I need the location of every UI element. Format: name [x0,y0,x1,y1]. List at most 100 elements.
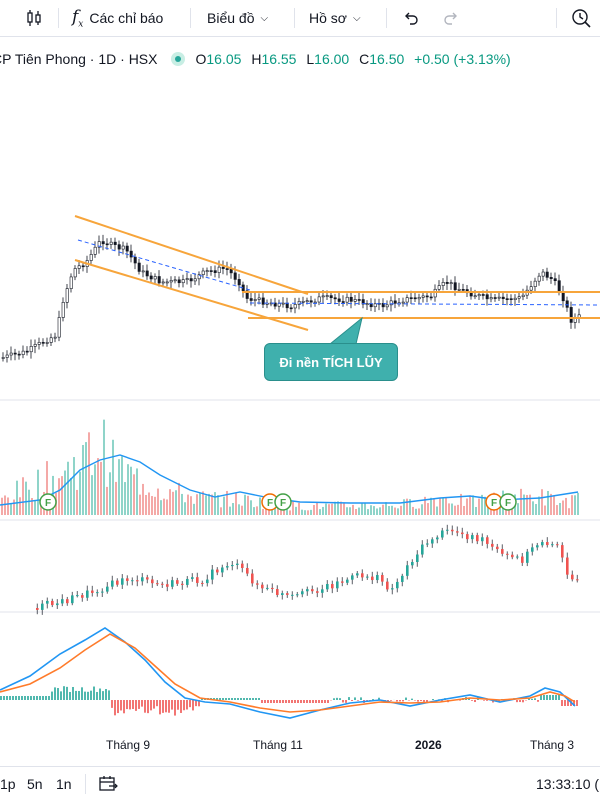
price-candle [170,280,172,282]
price-candle [278,303,280,306]
macd-histogram-bar [57,688,59,700]
price-candle [554,279,556,281]
oscillator-candle [226,566,229,567]
macd-histogram-bar [69,692,71,700]
range-3-button[interactable]: 1n [56,767,72,801]
oscillator-candle [121,578,124,584]
price-candle [42,342,44,343]
price-candle [346,297,348,302]
volume-bar [208,494,210,515]
price-candle [450,283,452,284]
price-candle [546,272,548,277]
oscillator-candle [246,568,249,574]
volume-bar [442,498,444,515]
volume-bar [358,508,360,515]
macd-histogram-bar [402,700,404,701]
oscillator-candle [491,544,494,547]
price-candle [206,271,208,272]
volume-bar [16,481,18,515]
volume-bar [73,457,75,515]
oscillator-candle [431,539,434,543]
price-candle [286,303,288,308]
indicators-button[interactable]: fx Các chỉ báo [72,0,163,36]
volume-bar [85,442,87,515]
macd-histogram-bar [396,700,398,701]
macd-histogram-bar [243,698,245,700]
volume-bar [361,503,363,515]
macd-histogram-bar [108,690,110,700]
macd-histogram-bar [324,700,326,703]
macd-histogram-bar [327,700,329,703]
price-candle [426,296,428,297]
price-candle [374,304,376,307]
oscillator-candle [571,575,574,580]
volume-bar [145,495,147,515]
oscillator-candle [81,595,84,598]
oscillator-candle [256,583,259,584]
accumulation-callout[interactable]: Đi nền TÍCH LŨY [264,343,398,381]
candlestick-icon[interactable] [24,0,44,36]
price-candle [118,245,120,249]
top-toolbar: fx Các chỉ báo Biểu đồ ⌵ Hồ sơ ⌵ [0,0,600,37]
undo-button[interactable] [402,0,420,36]
replay-button[interactable] [570,0,592,36]
volume-bar [127,464,129,515]
price-candle [166,282,168,283]
oscillator-candle [176,580,179,584]
oscillator-candle [206,580,209,584]
macd-histogram-bar [81,687,83,700]
volume-bar [37,470,39,515]
toolbar-divider [294,8,295,28]
macd-histogram-bar [474,700,476,702]
price-candle [158,276,160,282]
macd-histogram-bar [63,686,65,700]
price-candle [506,299,508,300]
price-candle [126,246,128,251]
volume-marker-label: F [505,498,511,509]
oscillator-candle [161,584,164,585]
volume-bar [391,506,393,515]
oscillator-candle [101,592,104,593]
profile-button[interactable]: Hồ sơ ⌵ [309,0,361,36]
range-2-button[interactable]: 5n [27,767,43,801]
macd-histogram-bar [246,698,248,700]
price-candle [326,296,328,297]
macd-histogram-bar [9,696,11,700]
oscillator-candle [196,577,199,583]
macd-histogram-bar [147,700,149,713]
calendar-range-icon[interactable] [97,767,119,801]
price-candle [330,296,332,298]
price-candle [122,246,124,249]
price-candle [106,244,108,245]
volume-bar [433,499,435,515]
range-1-button[interactable]: 1p [0,767,16,801]
oscillator-candle [451,530,454,532]
oscillator-candle [46,601,49,604]
price-candle [454,283,456,290]
volume-bar [478,499,480,515]
macd-histogram-bar [78,691,80,700]
price-candle [6,355,8,357]
macd-histogram-bar [234,698,236,700]
volume-bar [10,504,12,515]
macd-histogram-bar [165,700,167,712]
price-candle [478,294,480,295]
volume-bar [88,432,90,515]
price-candle [62,302,64,317]
volume-bar [238,504,240,515]
volume-bar [232,503,234,515]
price-candle [90,254,92,260]
redo-button[interactable] [442,0,460,36]
volume-bar [466,499,468,515]
oscillator-candle [461,533,464,535]
volume-bar [397,508,399,515]
price-candle [26,351,28,352]
price-candle [410,298,412,299]
chart-type-button[interactable]: Biểu đồ ⌵ [207,0,268,36]
volume-bar [256,506,258,515]
macd-histogram-bar [21,696,23,700]
price-candle [302,301,304,302]
clock-time[interactable]: 13:33:10 ( [536,767,599,801]
oscillator-candle [296,594,299,595]
